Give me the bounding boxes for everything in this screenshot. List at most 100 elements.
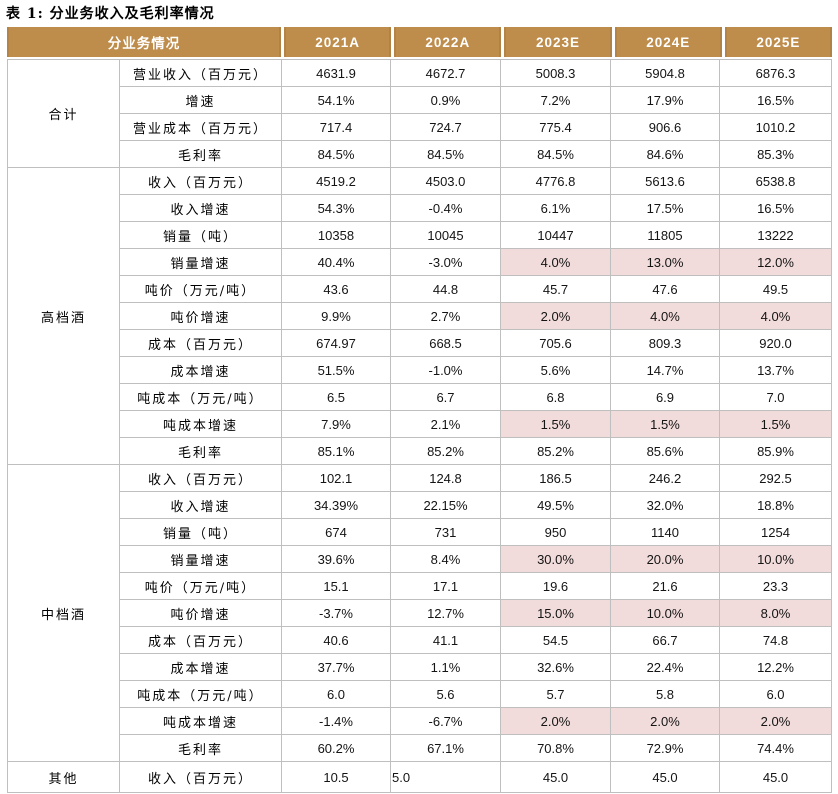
- metric-label: 销量（吨）: [120, 519, 281, 545]
- segment-label: 高档酒: [8, 168, 119, 464]
- metric-label: 成本增速: [120, 357, 281, 383]
- value-cell: 54.3%: [282, 195, 390, 221]
- metric-label: 营业收入（百万元）: [120, 60, 281, 86]
- value-cell: 40.6: [282, 627, 390, 653]
- value-cell: 84.6%: [611, 141, 719, 167]
- value-cell: 4.0%: [611, 303, 719, 329]
- value-cell: 1.5%: [501, 411, 610, 437]
- value-cell: 5.8: [611, 681, 719, 707]
- value-cell: 84.5%: [282, 141, 390, 167]
- value-cell: 43.6: [282, 276, 390, 302]
- value-cell: 186.5: [501, 465, 610, 491]
- value-cell: 45.0: [611, 762, 719, 792]
- value-cell: 11805: [611, 222, 719, 248]
- metric-label: 收入（百万元）: [120, 762, 281, 792]
- value-cell: 22.4%: [611, 654, 719, 680]
- value-cell: 6.0: [282, 681, 390, 707]
- value-cell: 906.6: [611, 114, 719, 140]
- value-cell: 45.7: [501, 276, 610, 302]
- value-cell: 66.7: [611, 627, 719, 653]
- metric-label: 吨成本增速: [120, 411, 281, 437]
- value-cell: 85.2%: [391, 438, 500, 464]
- segment-label: 其他: [8, 762, 119, 792]
- value-cell: -3.7%: [282, 600, 390, 626]
- value-cell: 1.5%: [611, 411, 719, 437]
- value-cell: 39.6%: [282, 546, 390, 572]
- business-table: 分业务情况 2021A 2022A 2023E 2024E 2025E 合计 营业收入（百…: [7, 27, 833, 793]
- value-cell: -1.0%: [391, 357, 500, 383]
- metric-label: 吨价（万元/吨）: [120, 276, 281, 302]
- segment-label: 中档酒: [8, 465, 119, 761]
- value-cell: 74.8: [720, 627, 831, 653]
- metric-label: 收入增速: [120, 195, 281, 221]
- value-cell: 13.7%: [720, 357, 831, 383]
- value-cell: 9.9%: [282, 303, 390, 329]
- value-cell: 1.1%: [391, 654, 500, 680]
- value-cell: 67.1%: [391, 735, 500, 761]
- value-cell: 2.0%: [501, 303, 610, 329]
- value-cell: 4519.2: [282, 168, 390, 194]
- value-cell: 2.7%: [391, 303, 500, 329]
- value-cell: 14.7%: [611, 357, 719, 383]
- table-title: 表 1: 分业务收入及毛利率情况: [6, 6, 215, 22]
- metric-label: 成本增速: [120, 654, 281, 680]
- table-header-row: 分业务情况 2021A 2022A 2023E 2024E 2025E: [7, 27, 833, 57]
- value-cell: 4.0%: [720, 303, 831, 329]
- header-year-2021A: 2021A: [281, 27, 392, 57]
- value-cell: 124.8: [391, 465, 500, 491]
- value-cell: 4776.8: [501, 168, 610, 194]
- value-cell: 10.0%: [720, 546, 831, 572]
- value-cell: 705.6: [501, 330, 610, 356]
- value-cell: 51.5%: [282, 357, 390, 383]
- header-year-2023E: 2023E: [501, 27, 612, 57]
- value-cell: 920.0: [720, 330, 831, 356]
- value-cell: -0.4%: [391, 195, 500, 221]
- value-cell: 54.1%: [282, 87, 390, 113]
- value-cell: 22.15%: [391, 492, 500, 518]
- value-cell: 7.2%: [501, 87, 610, 113]
- metric-label: 吨成本增速: [120, 708, 281, 734]
- value-cell: 84.5%: [501, 141, 610, 167]
- value-cell: 717.4: [282, 114, 390, 140]
- value-cell: 950: [501, 519, 610, 545]
- value-cell: 20.0%: [611, 546, 719, 572]
- metric-label: 销量增速: [120, 249, 281, 275]
- value-cell: 10.0%: [611, 600, 719, 626]
- header-business-segment: 分业务情况: [7, 27, 281, 57]
- metric-label: 增速: [120, 87, 281, 113]
- metric-label: 成本（百万元）: [120, 627, 281, 653]
- value-cell: 72.9%: [611, 735, 719, 761]
- table-body-grid: 合计 营业收入（百万元） 4631.9 4672.7 5008.3 5904.8 6876.…: [7, 59, 832, 793]
- value-cell: 10.5: [282, 762, 390, 792]
- value-cell: 4672.7: [391, 60, 500, 86]
- value-cell: 32.6%: [501, 654, 610, 680]
- value-cell: 6.5: [282, 384, 390, 410]
- value-cell: 5.0: [391, 762, 500, 792]
- value-cell: 6.1%: [501, 195, 610, 221]
- value-cell: 49.5%: [501, 492, 610, 518]
- value-cell: 12.0%: [720, 249, 831, 275]
- value-cell: 32.0%: [611, 492, 719, 518]
- value-cell: 84.5%: [391, 141, 500, 167]
- value-cell: 6.8: [501, 384, 610, 410]
- value-cell: 45.0: [720, 762, 831, 792]
- value-cell: 16.5%: [720, 195, 831, 221]
- value-cell: 724.7: [391, 114, 500, 140]
- value-cell: 8.4%: [391, 546, 500, 572]
- header-year-2025E: 2025E: [721, 27, 833, 57]
- value-cell: 6.0: [720, 681, 831, 707]
- value-cell: 102.1: [282, 465, 390, 491]
- value-cell: 4.0%: [501, 249, 610, 275]
- value-cell: 1254: [720, 519, 831, 545]
- metric-label: 吨价增速: [120, 600, 281, 626]
- value-cell: 18.8%: [720, 492, 831, 518]
- metric-label: 营业成本（百万元）: [120, 114, 281, 140]
- value-cell: 37.7%: [282, 654, 390, 680]
- value-cell: 16.5%: [720, 87, 831, 113]
- value-cell: 40.4%: [282, 249, 390, 275]
- value-cell: 6.7: [391, 384, 500, 410]
- value-cell: 809.3: [611, 330, 719, 356]
- value-cell: 12.2%: [720, 654, 831, 680]
- metric-label: 销量增速: [120, 546, 281, 572]
- value-cell: 17.5%: [611, 195, 719, 221]
